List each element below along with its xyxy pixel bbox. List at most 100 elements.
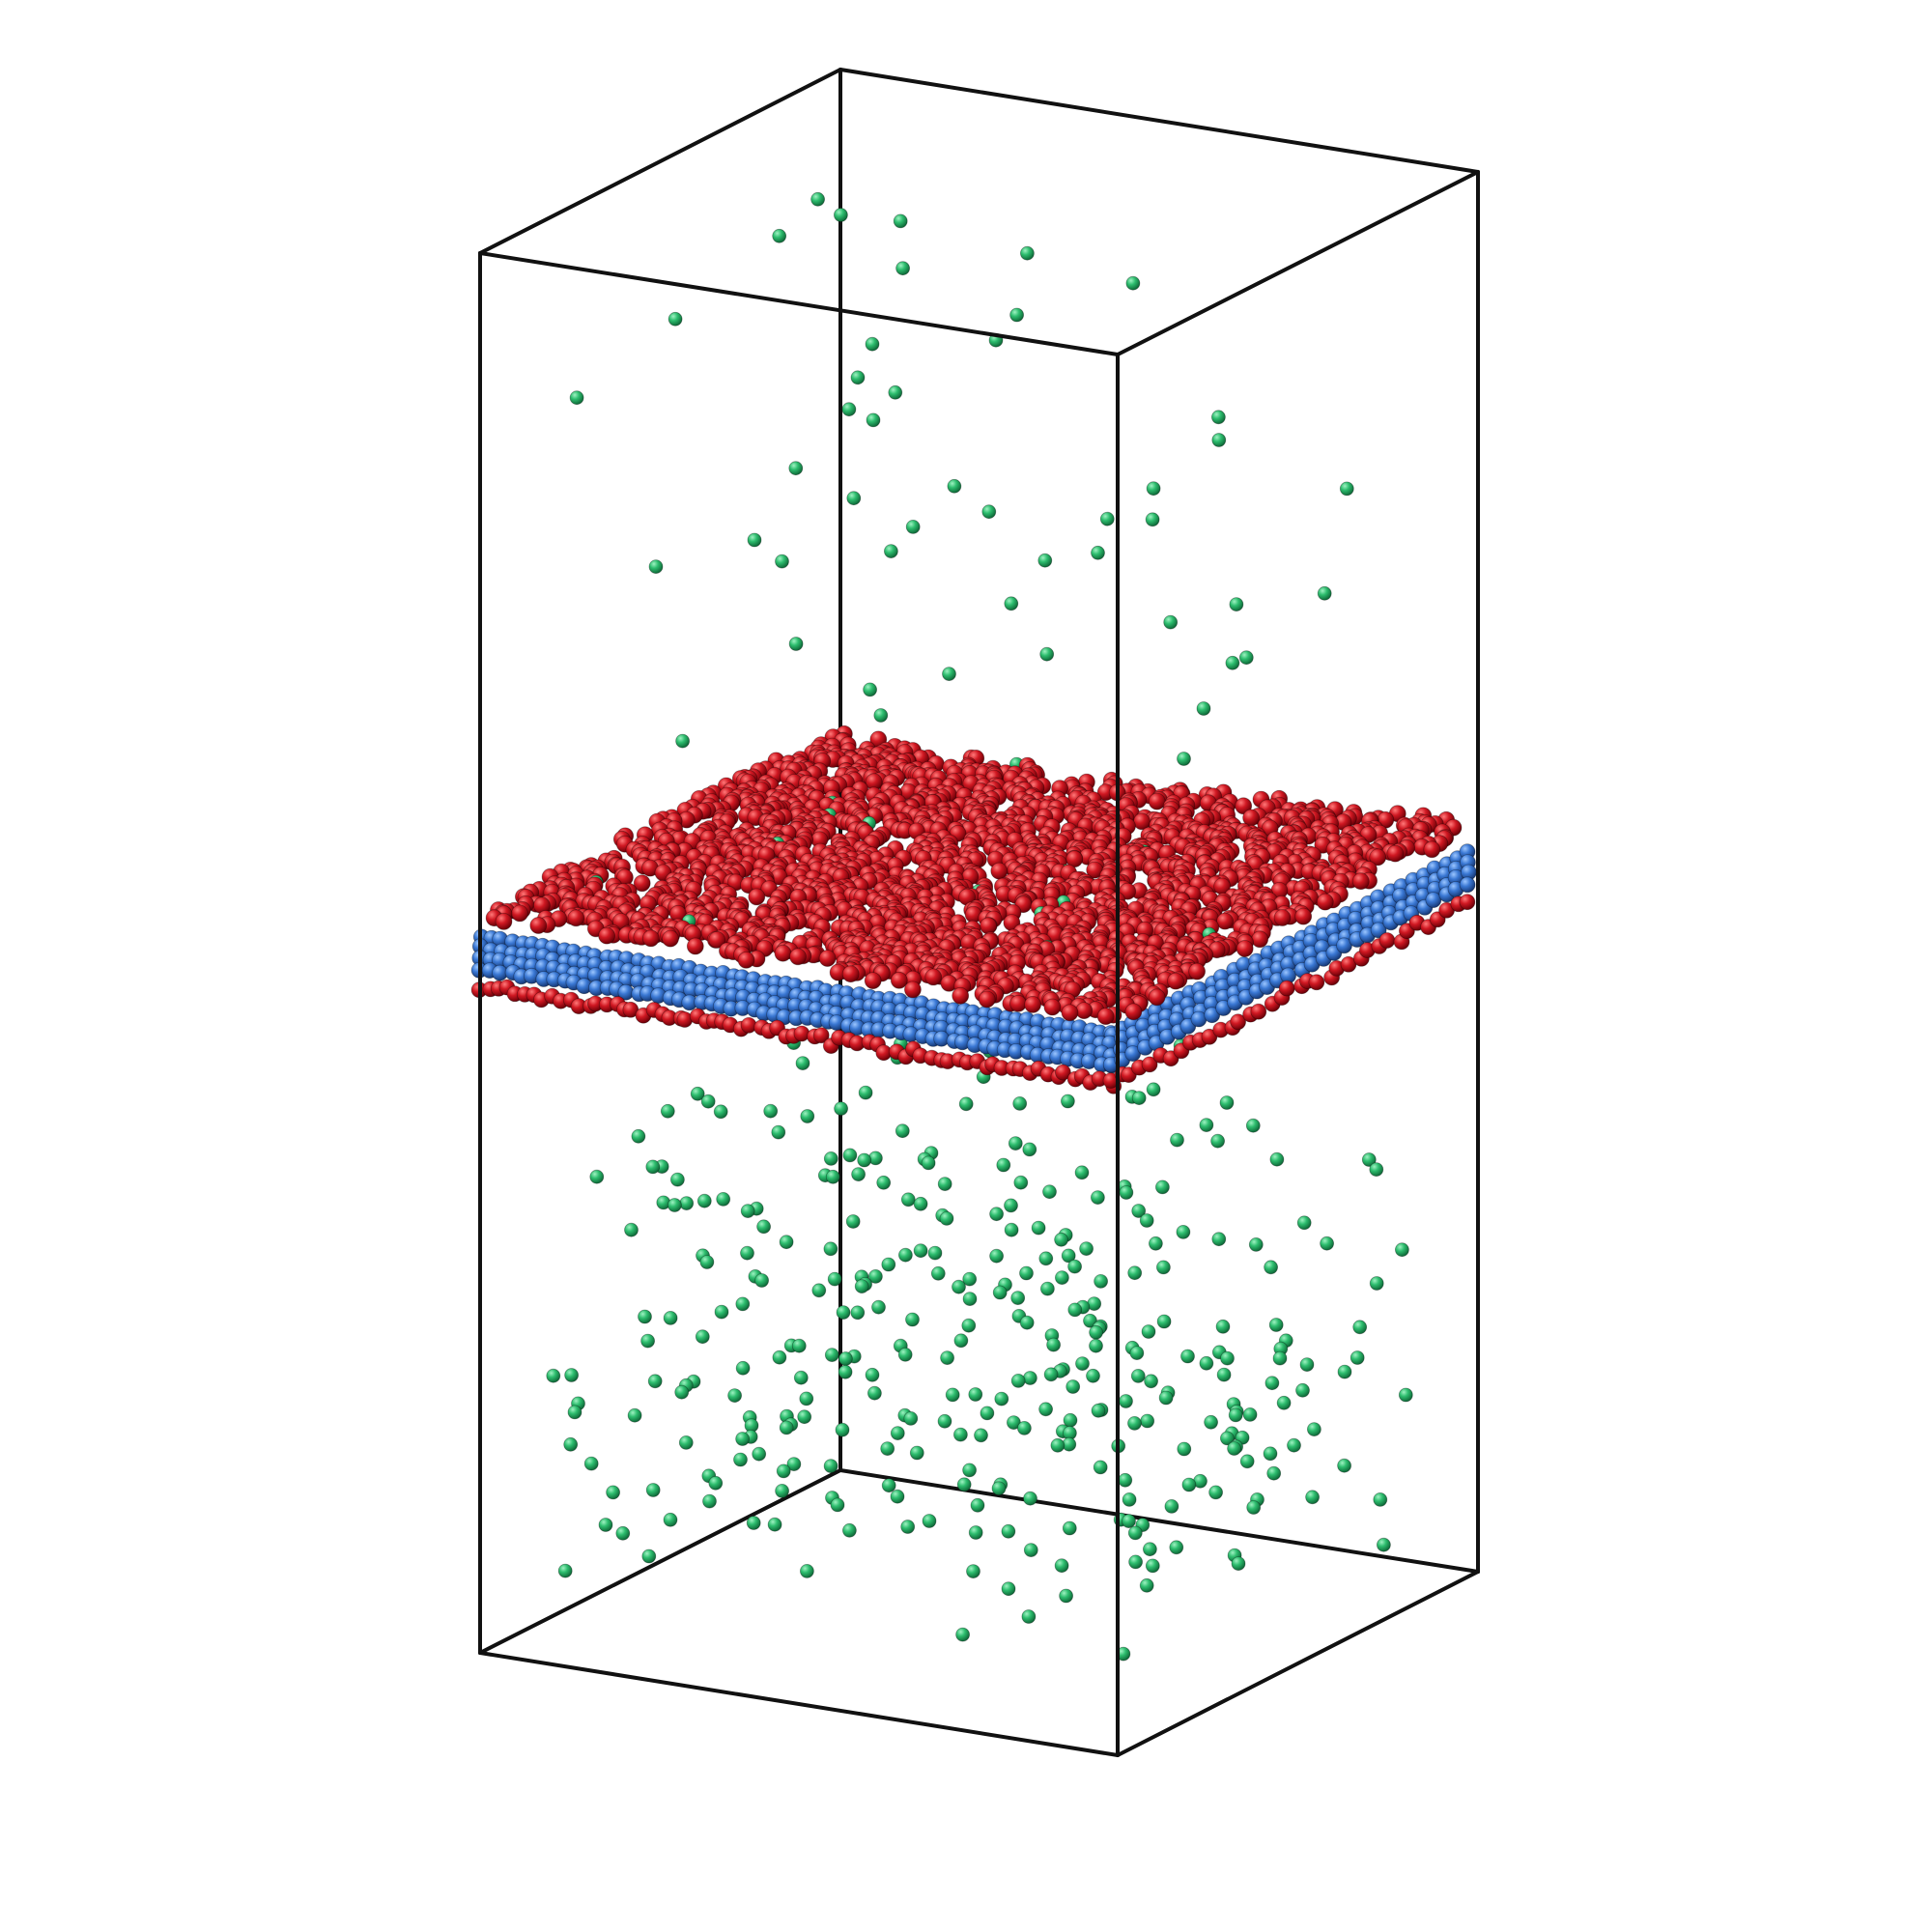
dispersed-atom xyxy=(1156,1314,1172,1329)
dispersed-atom xyxy=(895,261,910,276)
dispersed-atom xyxy=(880,1441,895,1456)
dispersed-atom xyxy=(702,1493,717,1509)
box-edge xyxy=(838,1468,1480,1574)
dispersed-atom xyxy=(893,213,908,229)
dispersed-atom xyxy=(962,1292,978,1306)
dispersed-atom xyxy=(989,1207,1004,1222)
dispersed-atom xyxy=(1119,1394,1133,1408)
membrane-surface-atom xyxy=(904,980,922,999)
dispersed-atom xyxy=(638,1309,652,1324)
dispersed-atom xyxy=(1164,1499,1179,1514)
dispersed-atom xyxy=(648,559,664,574)
dispersed-atom xyxy=(1054,1558,1069,1574)
dispersed-atom xyxy=(1038,1402,1053,1417)
dispersed-atom xyxy=(1246,1500,1262,1515)
dispersed-atom xyxy=(670,1172,685,1187)
dispersed-atom xyxy=(1065,1379,1081,1394)
dispersed-atom xyxy=(1086,1368,1100,1383)
dispersed-atom xyxy=(1091,545,1105,560)
dispersed-atom xyxy=(850,370,866,385)
membrane-surface-atom xyxy=(1278,980,1295,997)
dispersed-atom xyxy=(1091,1403,1106,1418)
membrane-surface-atom xyxy=(1386,844,1405,863)
membrane-surface-atom xyxy=(1201,1028,1218,1045)
membrane-surface-atom xyxy=(1378,932,1396,949)
dispersed-atom xyxy=(980,1406,995,1421)
dispersed-atom xyxy=(1127,1416,1142,1431)
dispersed-atom xyxy=(746,1516,761,1530)
dispersed-atom xyxy=(696,1193,712,1208)
dispersed-atom xyxy=(663,1512,678,1527)
dispersed-atom xyxy=(857,1152,872,1168)
dispersed-atom xyxy=(1122,1492,1137,1507)
dispersed-atom xyxy=(779,1235,794,1250)
dispersed-atom xyxy=(841,402,857,417)
dispersed-atom xyxy=(1046,1337,1061,1352)
dispersed-atom xyxy=(845,1214,861,1229)
membrane-surface-atom xyxy=(662,929,679,948)
dispersed-atom xyxy=(1020,245,1035,261)
dispersed-atom xyxy=(830,1497,845,1513)
membrane-surface-atom xyxy=(812,1027,830,1044)
dispersed-atom xyxy=(589,1169,605,1184)
dispersed-atom xyxy=(678,1435,694,1450)
dispersed-atom xyxy=(1245,1118,1261,1133)
membrane-surface-atom xyxy=(1061,1004,1079,1022)
dispersed-atom xyxy=(970,1497,985,1513)
membrane-surface-atom xyxy=(890,971,908,989)
membrane-surface-atom xyxy=(495,913,513,930)
dispersed-atom xyxy=(1350,1350,1365,1365)
dispersed-atom xyxy=(850,1305,866,1321)
dispersed-atom xyxy=(583,1456,599,1471)
dispersed-atom xyxy=(884,544,898,558)
dispersed-atom xyxy=(865,336,880,352)
membrane-surface-atom xyxy=(748,888,766,906)
dispersed-atom xyxy=(1013,1175,1029,1190)
dispersed-atom xyxy=(913,1196,928,1211)
dispersed-atom xyxy=(1320,1236,1334,1251)
dispersed-atom xyxy=(1219,1095,1235,1110)
dispersed-atom xyxy=(921,1155,936,1171)
dispersed-atom xyxy=(791,1338,807,1353)
dispersed-atom xyxy=(825,1169,840,1184)
dispersed-atom xyxy=(838,1364,853,1379)
dispersed-atom xyxy=(953,1427,968,1442)
dispersed-atom xyxy=(1067,1302,1083,1318)
dispersed-atom xyxy=(823,1151,838,1166)
membrane-surface-atom xyxy=(598,926,615,945)
dispersed-atom xyxy=(735,1296,751,1312)
membrane-surface-atom xyxy=(641,929,660,948)
membrane-surface-atom xyxy=(529,917,548,934)
dispersed-atom xyxy=(922,1514,937,1528)
dispersed-atom xyxy=(1276,1395,1292,1410)
dispersed-atom xyxy=(1031,1220,1046,1236)
dispersed-atom xyxy=(647,1374,663,1389)
dispersed-atom xyxy=(1149,1236,1163,1251)
dispersed-atom xyxy=(1229,597,1244,611)
dispersed-atom xyxy=(1337,1364,1352,1379)
dispersed-atom xyxy=(981,504,997,520)
dispersed-atom xyxy=(1055,1270,1069,1285)
membrane-surface-atom xyxy=(1009,994,1027,1012)
dispersed-atom xyxy=(775,1484,789,1498)
dispersed-atom xyxy=(1170,1132,1184,1148)
dispersed-atom xyxy=(1139,1577,1154,1593)
membrane-surface-atom xyxy=(1141,1056,1158,1073)
dispersed-atom xyxy=(1061,1094,1075,1109)
dispersed-atom xyxy=(779,1420,794,1435)
membrane-surface-atom xyxy=(511,904,528,923)
dispersed-atom xyxy=(897,1347,913,1362)
dispersed-atom xyxy=(735,1360,751,1376)
dispersed-atom xyxy=(713,1104,728,1120)
dispersed-atom xyxy=(775,554,789,569)
dispersed-atom xyxy=(1287,1437,1301,1453)
dispersed-atom xyxy=(1089,1338,1103,1353)
dispersed-atom xyxy=(1079,1241,1094,1256)
dispersed-atom xyxy=(1145,512,1160,527)
dispersed-atom xyxy=(942,667,956,681)
dispersed-atom xyxy=(767,1517,782,1532)
dispersed-atom xyxy=(690,1086,705,1101)
dispersed-atom xyxy=(866,412,881,428)
dispersed-atom xyxy=(1177,752,1191,766)
